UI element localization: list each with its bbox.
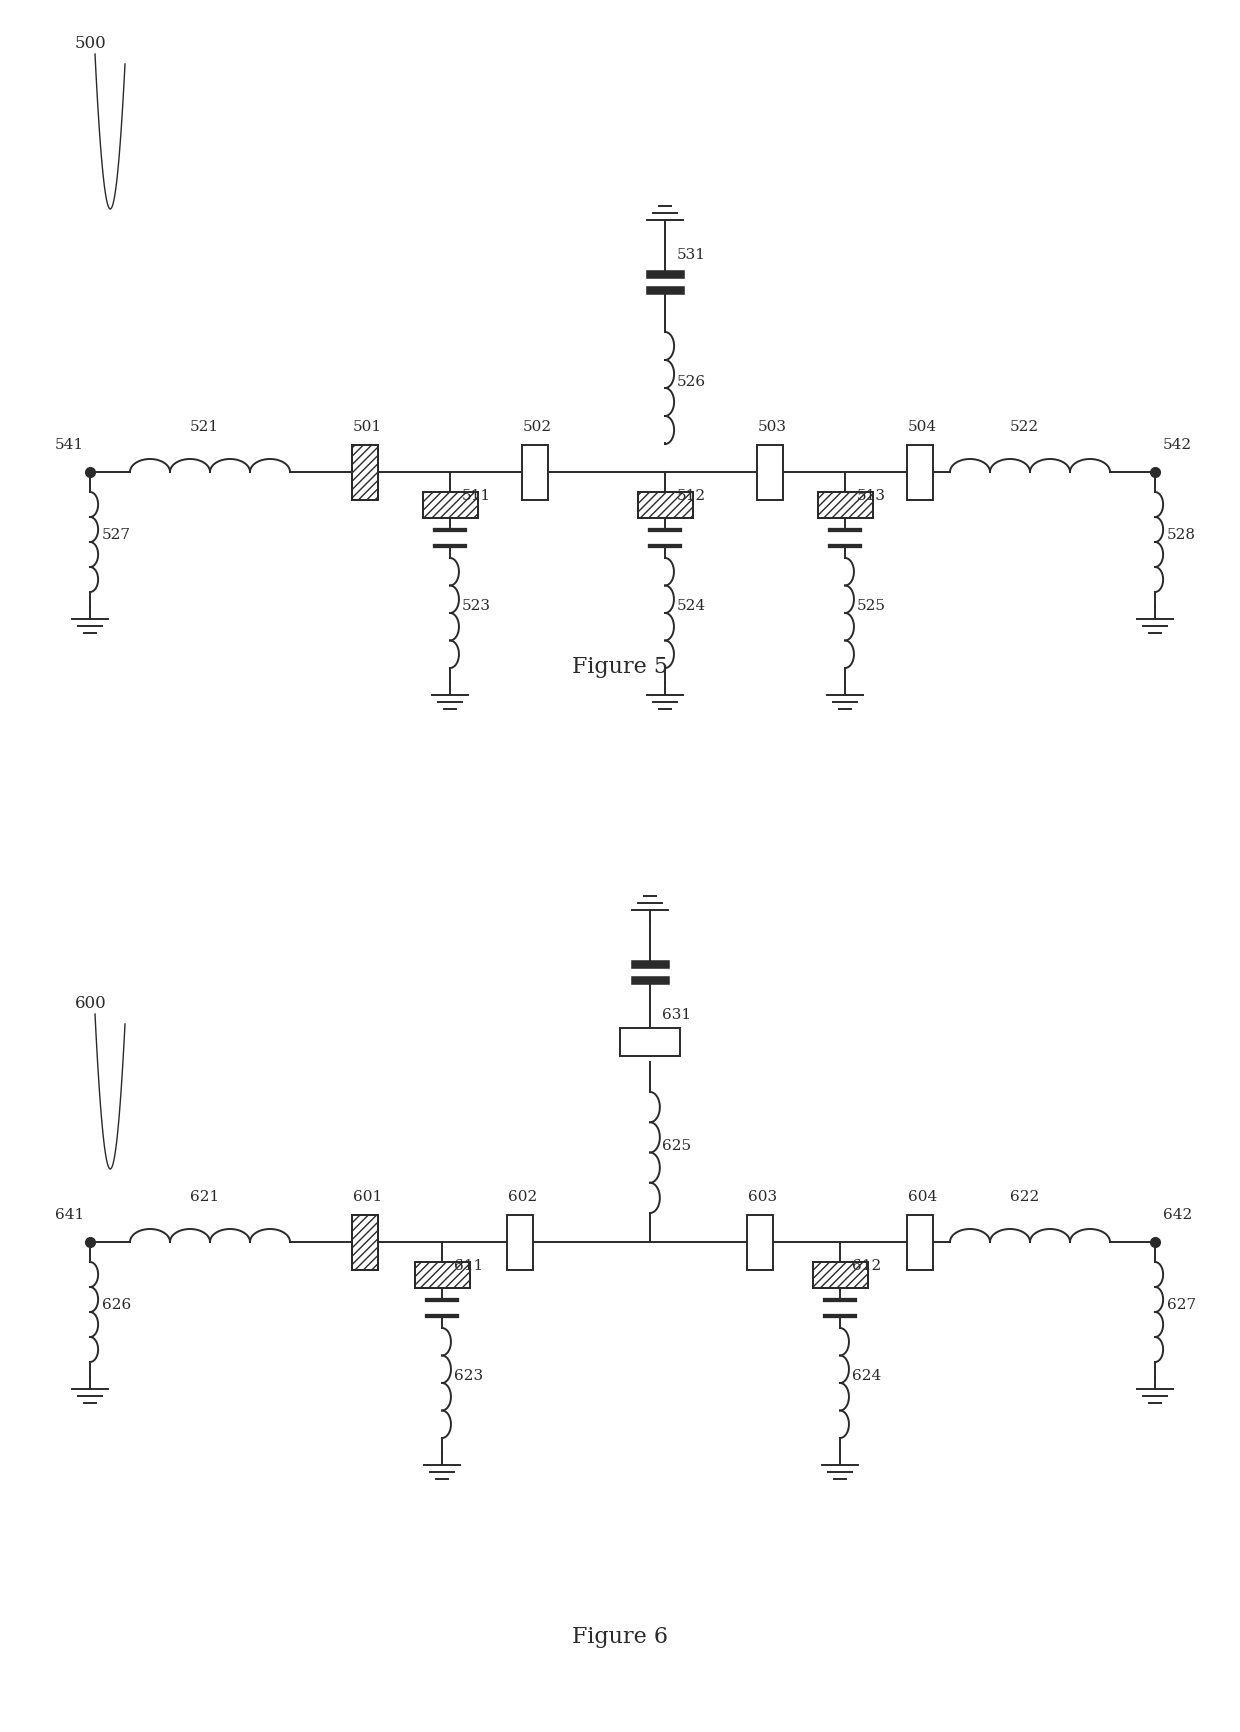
Text: 524: 524 [677, 599, 706, 613]
Bar [812, 1263, 868, 1289]
Bar [906, 1214, 932, 1270]
Text: 504: 504 [908, 419, 937, 435]
Text: 525: 525 [857, 599, 887, 613]
Bar [817, 492, 873, 518]
Text: 625: 625 [662, 1140, 691, 1154]
Text: 511: 511 [463, 488, 491, 502]
Bar [620, 1029, 680, 1057]
Text: 502: 502 [523, 419, 552, 435]
Text: 542: 542 [1163, 438, 1192, 452]
Text: 503: 503 [758, 419, 787, 435]
Text: 527: 527 [102, 528, 131, 542]
Bar [423, 492, 477, 518]
Text: 622: 622 [1011, 1190, 1039, 1204]
Text: 523: 523 [463, 599, 491, 613]
Text: 600: 600 [74, 994, 107, 1011]
Text: 528: 528 [1167, 528, 1197, 542]
Text: 612: 612 [852, 1259, 882, 1273]
Bar [352, 1214, 378, 1270]
Text: 641: 641 [55, 1207, 84, 1223]
Text: 522: 522 [1011, 419, 1039, 435]
Bar [637, 492, 692, 518]
Bar [522, 445, 548, 499]
Text: 531: 531 [677, 248, 706, 262]
Bar [746, 1214, 773, 1270]
Text: 624: 624 [852, 1368, 882, 1382]
Text: 602: 602 [508, 1190, 537, 1204]
Bar [352, 445, 378, 499]
Text: 512: 512 [677, 488, 706, 502]
Text: 603: 603 [748, 1190, 777, 1204]
Text: 642: 642 [1163, 1207, 1192, 1223]
Text: 500: 500 [74, 35, 107, 52]
Text: 501: 501 [353, 419, 382, 435]
Text: Figure 6: Figure 6 [572, 1626, 668, 1649]
Text: 626: 626 [102, 1297, 131, 1313]
Text: 611: 611 [454, 1259, 484, 1273]
Bar [906, 445, 932, 499]
Bar [507, 1214, 533, 1270]
Bar [352, 445, 378, 499]
Text: 526: 526 [677, 376, 706, 390]
Bar [414, 1263, 470, 1289]
Text: Figure 5: Figure 5 [572, 656, 668, 677]
Bar [812, 1263, 868, 1289]
Text: 627: 627 [1167, 1297, 1197, 1313]
Text: 621: 621 [190, 1190, 219, 1204]
Bar [817, 492, 873, 518]
Text: 513: 513 [857, 488, 887, 502]
Bar [637, 492, 692, 518]
Bar [352, 1214, 378, 1270]
Bar [756, 445, 782, 499]
Text: 521: 521 [190, 419, 219, 435]
Text: 604: 604 [908, 1190, 937, 1204]
Bar [423, 492, 477, 518]
Bar [414, 1263, 470, 1289]
Text: 631: 631 [662, 1008, 691, 1022]
Text: 541: 541 [55, 438, 84, 452]
Text: 601: 601 [353, 1190, 382, 1204]
Text: 623: 623 [454, 1368, 484, 1382]
